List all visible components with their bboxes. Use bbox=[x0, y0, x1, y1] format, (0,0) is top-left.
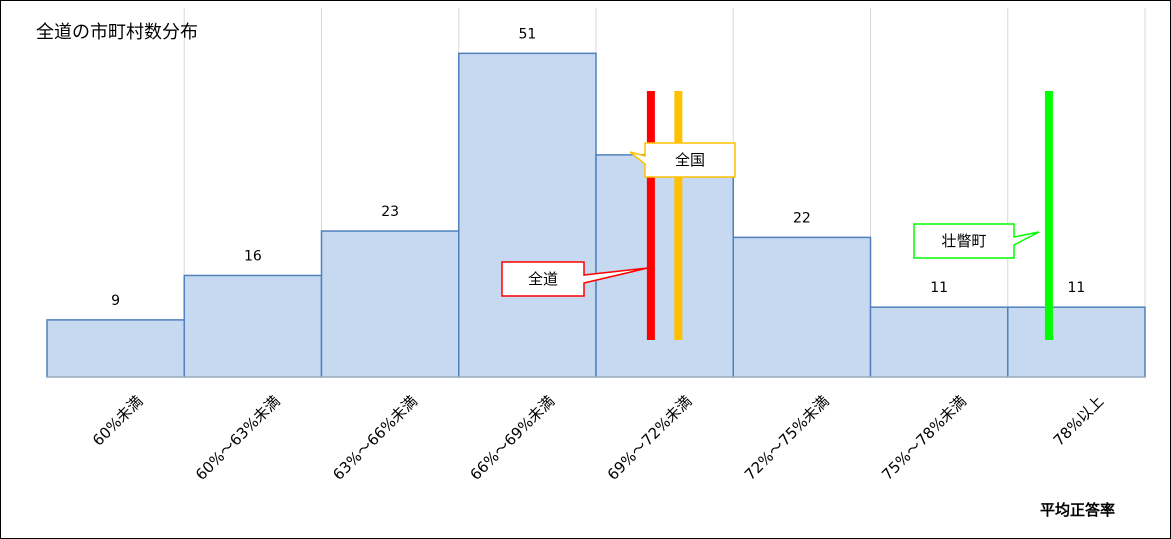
bar bbox=[869, 306, 1009, 378]
data-label: 51 bbox=[518, 26, 536, 42]
data-label: 9 bbox=[111, 293, 120, 309]
callout-box bbox=[501, 261, 649, 297]
callout-box bbox=[913, 223, 1040, 259]
callout-label: 壮瞥町 bbox=[941, 232, 986, 250]
bar bbox=[320, 230, 460, 378]
marker-callout: 壮瞥町 bbox=[913, 223, 1040, 259]
callout-box bbox=[629, 142, 736, 178]
bar bbox=[595, 154, 734, 378]
bar bbox=[732, 236, 872, 378]
x-axis-label: 平均正答率 bbox=[1040, 501, 1115, 519]
x-tick-label: 78%以上 bbox=[1050, 392, 1108, 450]
x-tick-label: 60%～63%未満 bbox=[192, 392, 284, 484]
x-tick-label: 72%～75%未満 bbox=[741, 392, 833, 484]
x-tick-label: 75%～78%未満 bbox=[878, 392, 970, 484]
bars bbox=[46, 52, 1146, 378]
marker-callout: 全国 bbox=[629, 142, 736, 178]
data-label: 22 bbox=[793, 210, 811, 226]
data-label: 16 bbox=[244, 248, 262, 264]
x-tick-labels: 60%未満 60%～63%未満 63%～66%未満 66%～69%未満 69%～72%未… bbox=[89, 392, 1107, 484]
bar bbox=[183, 274, 323, 378]
x-tick-label: 66%～69%未満 bbox=[467, 392, 559, 484]
callout-label: 全道 bbox=[528, 270, 558, 288]
bar bbox=[458, 52, 597, 378]
callout-label: 全国 bbox=[675, 151, 705, 169]
bar bbox=[46, 319, 185, 378]
chart-title: 全道の市町村数分布 bbox=[36, 22, 198, 43]
data-label: 23 bbox=[381, 204, 399, 220]
data-label: 11 bbox=[930, 280, 948, 296]
marker-callout: 全道 bbox=[501, 261, 649, 297]
data-label: 11 bbox=[1067, 280, 1085, 296]
x-tick-label: 60%未満 bbox=[89, 392, 147, 450]
x-tick-label: 69%～72%未満 bbox=[604, 392, 696, 484]
data-labels: 9 16 23 51 22 11 11 bbox=[111, 26, 1085, 309]
x-tick-label: 63%～66%未満 bbox=[329, 392, 421, 484]
bar bbox=[1007, 306, 1146, 378]
